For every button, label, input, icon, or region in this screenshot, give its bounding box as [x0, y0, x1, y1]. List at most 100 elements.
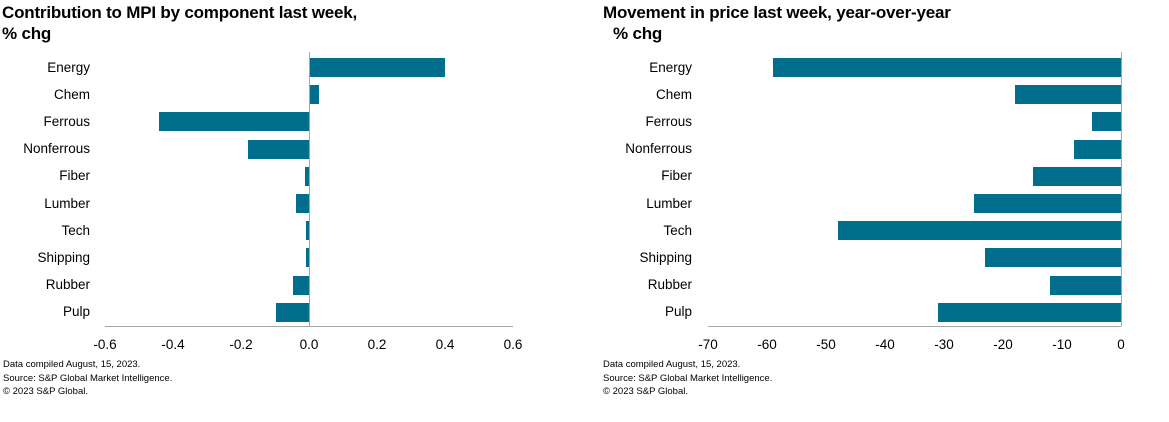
chart-title: Movement in price last week, year-over-y… — [603, 3, 951, 22]
bar-track — [105, 136, 513, 163]
chart-mpi-contribution: Contribution to MPI by component last we… — [0, 2, 585, 399]
bar-rubber — [1050, 275, 1121, 295]
source-note: Data compiled August, 15, 2023. Source: … — [603, 358, 772, 399]
bar-energy — [772, 58, 1121, 78]
category-label: Shipping — [639, 249, 692, 265]
tick-label: 0.6 — [503, 337, 523, 352]
bar-track — [708, 163, 1121, 190]
bar-fiber — [1032, 166, 1121, 186]
zero-axis-line — [1121, 52, 1122, 326]
bar-track — [105, 108, 513, 135]
tick-label: -0.4 — [161, 337, 185, 352]
bar-pulp — [938, 302, 1121, 322]
bar-track — [105, 81, 513, 108]
tick-label: -20 — [993, 337, 1013, 352]
tick-label: -40 — [875, 337, 895, 352]
chart-row: Chem — [0, 81, 585, 108]
bar-rubber — [293, 275, 309, 295]
chart-subtitle: % chg — [2, 24, 52, 43]
category-label: Chem — [53, 86, 90, 102]
category-label: Energy — [649, 59, 692, 75]
footer-line-source: Source: S&P Global Market Intelligence. — [603, 372, 773, 384]
bar-nonferrous — [247, 139, 309, 159]
bar-lumber — [973, 194, 1121, 214]
footer-line-compiled: Data compiled August, 15, 2023. — [603, 359, 741, 370]
category-label: Rubber — [45, 277, 90, 293]
bar-shipping — [985, 248, 1121, 268]
zero-axis-line — [309, 52, 310, 326]
category-label: Tech — [663, 222, 692, 238]
tick-label: -0.6 — [93, 337, 117, 352]
bar-track — [105, 217, 513, 244]
footer-line-copyright: © 2023 S&P Global. — [3, 386, 88, 397]
category-label: Shipping — [37, 249, 90, 265]
chart-row: Ferrous — [0, 108, 585, 135]
chart-row: Lumber — [0, 190, 585, 217]
tick-label: -10 — [1052, 337, 1072, 352]
bar-ferrous — [1091, 112, 1121, 132]
category-label: Lumber — [44, 195, 90, 211]
chart-row: Fiber — [0, 163, 585, 190]
source-note: Data compiled August, 15, 2023. Source: … — [3, 358, 172, 399]
category-label: Nonferrous — [23, 141, 90, 157]
chart-title: Contribution to MPI by component last we… — [2, 3, 358, 22]
tick-label: -60 — [757, 337, 777, 352]
category-label: Fiber — [661, 168, 692, 184]
bar-track — [708, 244, 1121, 271]
chart-row: Energy — [0, 54, 585, 81]
x-axis-line — [105, 326, 513, 327]
bars-area: Energy Chem Ferrous Nonferrous Fiber Lumber Te… — [595, 54, 1169, 326]
chart-title-block: Contribution to MPI by component last we… — [2, 2, 357, 44]
bar-track — [708, 217, 1121, 244]
category-label: Chem — [655, 86, 692, 102]
bar-track — [105, 190, 513, 217]
chart-row: Nonferrous — [0, 136, 585, 163]
chart-price-movement: Movement in price last week, year-over-y… — [595, 0, 1169, 422]
category-label: Pulp — [664, 304, 692, 320]
tick-label: -70 — [698, 337, 718, 352]
bar-track — [708, 272, 1121, 299]
chart-row: Shipping — [595, 244, 1169, 271]
bar-tech — [837, 221, 1121, 241]
chart-row: Lumber — [595, 190, 1169, 217]
bar-shipping — [306, 248, 309, 268]
bar-track — [105, 299, 513, 326]
tick-label: -50 — [816, 337, 836, 352]
category-label: Rubber — [647, 277, 692, 293]
category-label: Tech — [61, 222, 90, 238]
bar-track — [708, 190, 1121, 217]
chart-subtitle: % chg — [613, 24, 663, 43]
bar-track — [105, 272, 513, 299]
tick-label: -30 — [934, 337, 954, 352]
chart-title-block: Movement in price last week, year-over-y… — [597, 2, 951, 44]
tick-label: 0.0 — [299, 337, 319, 352]
category-label: Pulp — [62, 304, 90, 320]
bar-chem — [1014, 85, 1121, 105]
category-label: Lumber — [646, 195, 692, 211]
chart-row: Nonferrous — [595, 136, 1169, 163]
bar-track — [708, 54, 1121, 81]
bar-track — [708, 81, 1121, 108]
chart-row: Tech — [595, 217, 1169, 244]
bar-energy — [309, 58, 445, 78]
bar-track — [708, 136, 1121, 163]
chart-row: Tech — [0, 217, 585, 244]
category-label: Nonferrous — [625, 141, 692, 157]
x-axis-ticks: -0.6 -0.4 -0.2 0.0 0.2 0.4 0.6 — [93, 337, 522, 353]
bar-chem — [309, 85, 320, 105]
bar-track — [105, 244, 513, 271]
chart-row: Fiber — [595, 163, 1169, 190]
footer-line-compiled: Data compiled August, 15, 2023. — [3, 359, 141, 370]
tick-label: 0.4 — [435, 337, 455, 352]
bar-track — [105, 54, 513, 81]
bar-track — [708, 108, 1121, 135]
chart-row: Chem — [595, 81, 1169, 108]
chart-row: Rubber — [595, 272, 1169, 299]
bar-ferrous — [159, 112, 309, 132]
category-label: Energy — [47, 59, 90, 75]
bar-fiber — [304, 166, 309, 186]
tick-label: 0 — [1117, 337, 1125, 352]
category-label: Ferrous — [43, 113, 90, 129]
chart-row: Pulp — [595, 299, 1169, 326]
